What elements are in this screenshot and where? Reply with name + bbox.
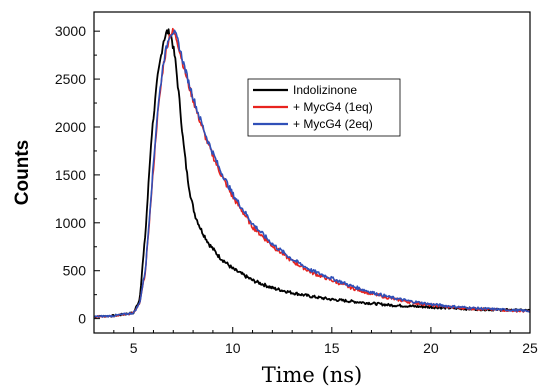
y-tick-label: 1500 bbox=[55, 167, 86, 183]
legend-label-1: Indolizinone bbox=[293, 83, 357, 97]
y-axis-title: Counts bbox=[12, 140, 33, 205]
series-line-3 bbox=[93, 29, 531, 318]
legend-label-2: + MycG4 (1eq) bbox=[293, 100, 373, 114]
y-axis: 0 500 1000 1500 2000 2500 3000 bbox=[55, 23, 100, 327]
x-axis-title: Time (ns) bbox=[262, 363, 362, 387]
legend-label-3: + MycG4 (2eq) bbox=[293, 117, 373, 131]
legend: Indolizinone + MycG4 (1eq) + MycG4 (2eq) bbox=[247, 78, 401, 137]
y-tick-label: 2500 bbox=[55, 71, 86, 87]
y-tick-label: 0 bbox=[78, 311, 86, 327]
x-axis: 5 10 15 20 25 bbox=[93, 327, 538, 356]
y-tick-label: 2000 bbox=[55, 119, 86, 135]
series-line-2 bbox=[93, 27, 531, 319]
y-tick-label: 3000 bbox=[55, 23, 86, 39]
x-tick-label: 15 bbox=[324, 340, 340, 356]
plot-lines bbox=[93, 27, 531, 319]
x-tick-label: 10 bbox=[225, 340, 241, 356]
x-tick-label: 20 bbox=[423, 340, 439, 356]
y-tick-label: 1000 bbox=[55, 215, 86, 231]
x-tick-label: 5 bbox=[130, 340, 138, 356]
y-tick-label: 500 bbox=[63, 263, 87, 279]
x-tick-label: 25 bbox=[522, 340, 538, 356]
